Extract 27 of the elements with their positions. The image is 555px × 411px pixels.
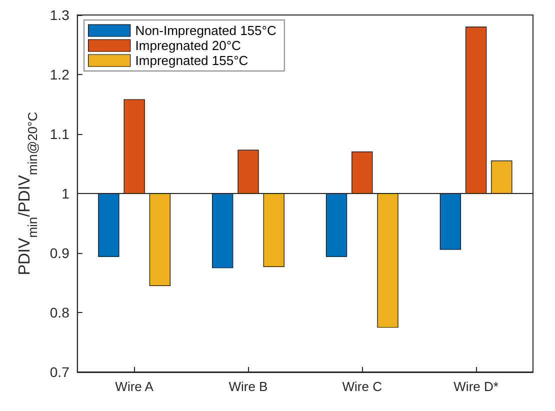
bar <box>124 99 145 194</box>
y-tick-label: 1.1 <box>50 126 70 142</box>
legend-label: Impregnated 20°C <box>135 38 241 53</box>
bar <box>326 193 348 257</box>
y-tick-label: 1.3 <box>50 7 70 23</box>
bar <box>263 193 284 267</box>
y-tick-label: 0.8 <box>50 304 70 320</box>
bar <box>465 26 487 194</box>
y-tick-label: 0.7 <box>50 364 70 380</box>
bar <box>149 193 170 286</box>
bar <box>98 193 120 257</box>
x-tick-label: Wire B <box>228 379 268 394</box>
x-tick-label: Wire D* <box>454 379 498 394</box>
bar <box>352 152 373 194</box>
bar <box>238 150 259 194</box>
y-tick-label: 1.2 <box>50 66 70 82</box>
y-tick-label: 0.9 <box>50 245 70 261</box>
y-tick-label: 1 <box>62 186 70 202</box>
x-tick-label: Wire A <box>115 379 154 394</box>
y-axis-title: PDIVmin/PDIVmin@20°C <box>16 112 40 276</box>
bar <box>491 160 512 194</box>
bar <box>377 193 398 328</box>
legend-label: Non-Impregnated 155°C <box>135 23 276 38</box>
bar <box>212 193 234 268</box>
bar <box>440 193 461 250</box>
x-tick-label: Wire C <box>342 379 382 394</box>
legend-label: Impregnated 155°C <box>135 53 248 68</box>
